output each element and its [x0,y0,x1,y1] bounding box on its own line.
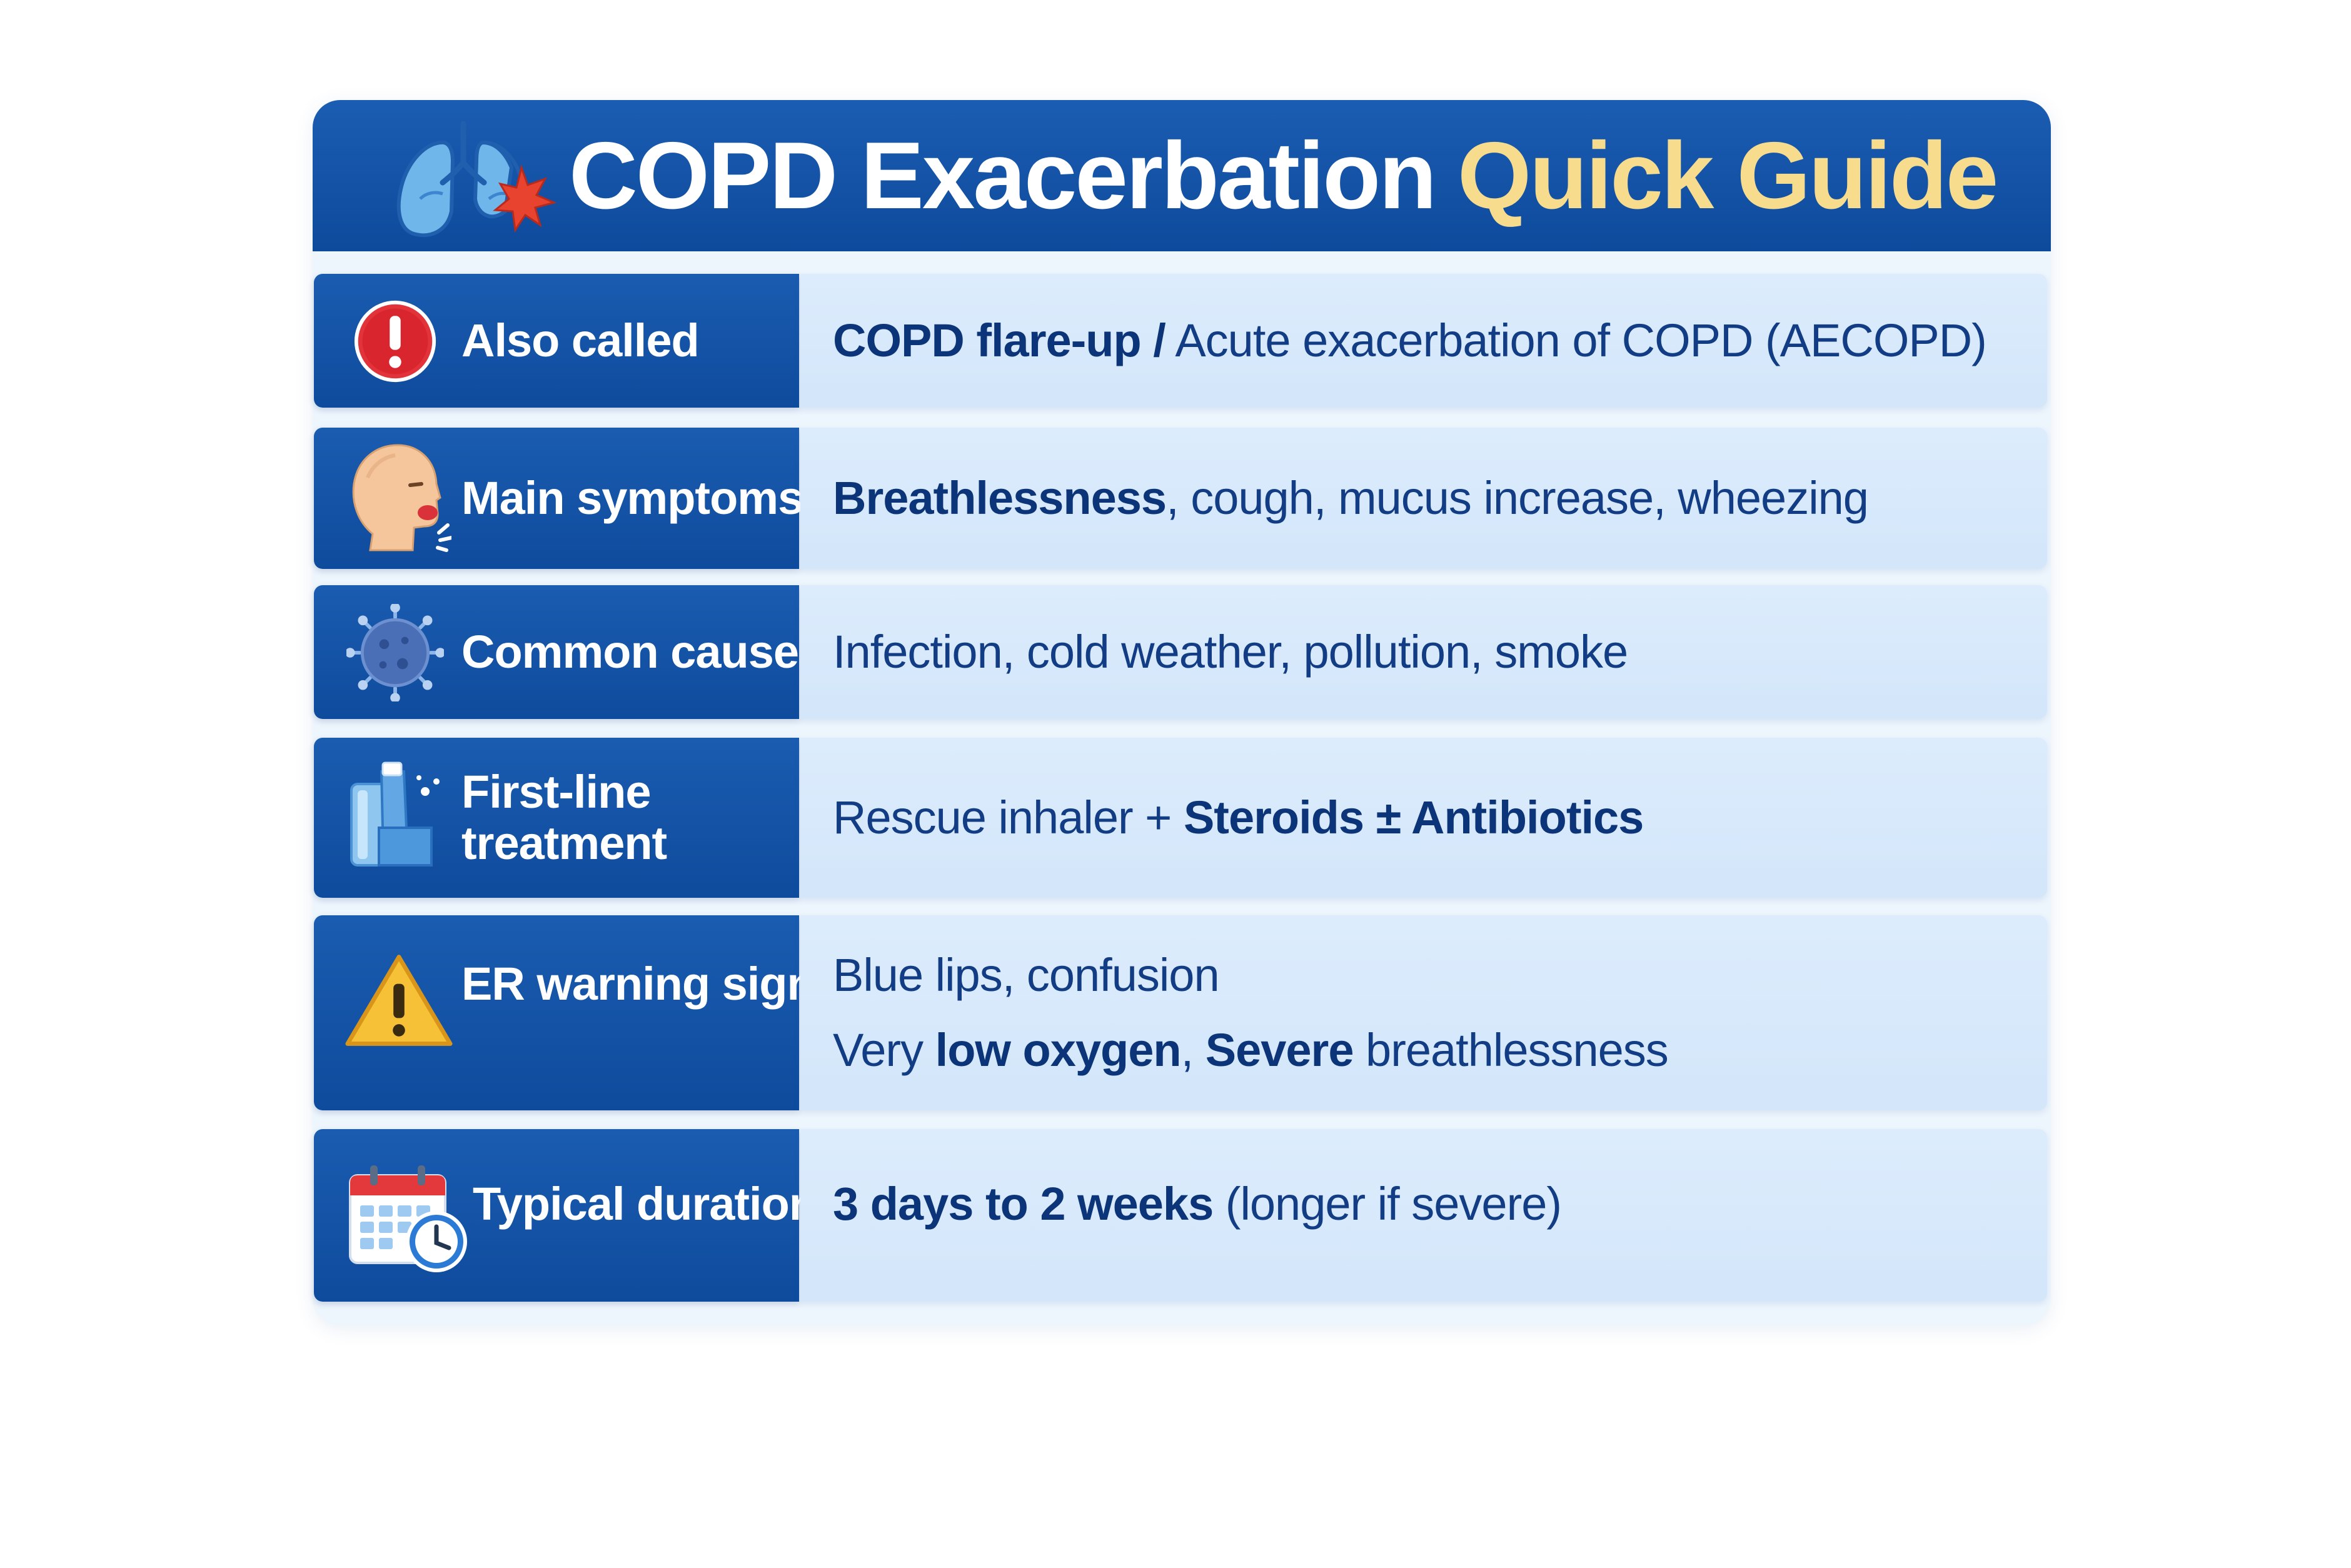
row-label: First-line treatment [461,766,667,869]
row-label-cell: First-line treatment [314,738,799,898]
row-value: Blue lips, confusion Very low oxygen, Se… [833,949,1669,1076]
row-label-cell: Typical duration [314,1129,817,1302]
row-value: Breathlessness, cough, mucus increase, w… [833,472,1869,524]
row-value-cell: 3 days to 2 weeks (longer if severe) [800,1129,2047,1302]
row-label: ER warning signs [461,958,840,1010]
row-label: Common causes [461,626,824,678]
exclamation-circle-icon [354,300,436,383]
row-first-line-treatment: First-line treatment Rescue inhaler + St… [314,738,2047,898]
row-value-cell: Infection, cold weather, pollution, smok… [800,585,2047,719]
row-label: Main symptoms [461,472,803,524]
row-value: Infection, cold weather, pollution, smok… [833,626,1628,678]
row-value: COPD flare-up / Acute exacerbation of CO… [833,314,1987,366]
title-main: COPD Exacerbation [569,122,1437,229]
guide-header: COPD Exacerbation Quick Guide [313,100,2051,251]
row-value-cell: Rescue inhaler + Steroids ± Antibiotics [800,738,2047,898]
row-label-cell: Main symptoms [314,428,803,569]
row-value-cell: Blue lips, confusion Very low oxygen, Se… [800,915,2047,1110]
row-main-symptoms: Main symptoms Breathlessness, cough, muc… [314,428,2047,569]
row-value-cell: COPD flare-up / Acute exacerbation of CO… [800,274,2047,408]
row-value: 3 days to 2 weeks (longer if severe) [833,1178,1562,1230]
row-also-called: Also called COPD flare-up / Acute exacer… [314,274,2047,408]
row-label-cell: Also called [314,274,799,408]
virus-icon [346,604,444,701]
row-label-cell: ER warning signs [314,915,840,1110]
warning-triangle-icon [345,955,453,1046]
row-value: Rescue inhaler + Steroids ± Antibiotics [833,792,1644,843]
title-accent: Quick Guide [1457,122,1998,229]
row-label: Also called [461,314,700,366]
inhaler-icon [350,761,440,867]
row-typical-duration: Typical duration 3 days to 2 weeks (long… [314,1129,2047,1302]
page-title: COPD Exacerbation Quick Guide [569,100,1998,251]
row-er-warning-signs: ER warning signs Blue lips, confusion Ve… [314,915,2047,1110]
calendar-clock-icon [349,1165,467,1272]
row-value-cell: Breathlessness, cough, mucus increase, w… [800,428,2047,569]
lungs-icon [396,121,557,238]
coughing-face-icon [352,444,451,552]
row-label-cell: Common causes [314,585,824,719]
row-label: Typical duration [473,1178,817,1230]
row-common-causes: Common causes Infection, cold weather, p… [314,585,2047,719]
